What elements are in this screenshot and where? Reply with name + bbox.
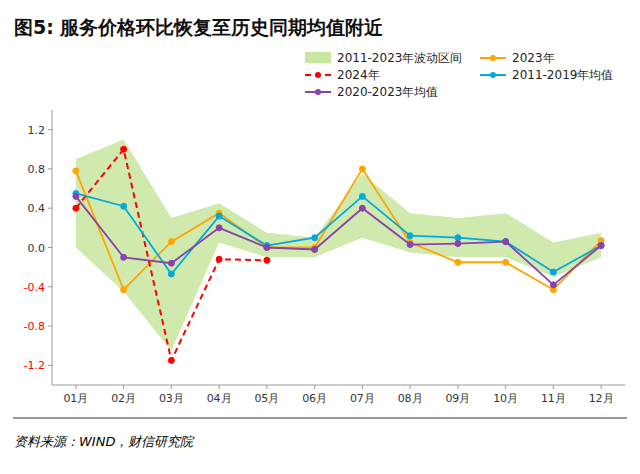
series-marker (359, 166, 365, 172)
series-marker (455, 235, 461, 241)
x-tick-label: 07月 (350, 392, 375, 405)
legend-marker (490, 55, 496, 61)
series-marker (73, 168, 79, 174)
x-tick (410, 385, 411, 389)
series-marker (264, 245, 270, 251)
series-marker (216, 225, 222, 231)
series-marker (550, 269, 556, 275)
series-marker (598, 243, 604, 249)
band-area (76, 139, 601, 350)
series-marker (407, 242, 413, 248)
series-marker (455, 241, 461, 247)
legend-label: 2024年 (337, 68, 380, 82)
series-marker (312, 246, 318, 252)
series-marker (168, 260, 174, 266)
y-tick-label: -0.4 (24, 281, 45, 294)
y-tick-label: -0.8 (24, 320, 45, 333)
series-marker (455, 259, 461, 265)
y-tick-label: 0.4 (28, 202, 46, 215)
x-tick-label: 11月 (541, 392, 566, 405)
series-marker (121, 254, 127, 260)
series-marker (73, 205, 79, 211)
x-tick-label: 12月 (589, 392, 614, 405)
x-tick-label: 10月 (493, 392, 518, 405)
series-marker (168, 271, 174, 277)
plot-area (73, 139, 604, 363)
series-marker (121, 203, 127, 209)
legend-label: 2011-2023年波动区间 (337, 51, 462, 65)
series-marker (121, 146, 127, 152)
series-marker (121, 287, 127, 293)
x-tick (123, 385, 124, 389)
series-marker (550, 282, 556, 288)
legend: 2011-2023年波动区间 2023年 2024年 2011-2019年均值 2020… (305, 51, 613, 99)
x-tick (314, 385, 315, 389)
series-marker (503, 259, 509, 265)
series-marker (216, 213, 222, 219)
x-tick (457, 385, 458, 389)
axes: -1.2 -0.8 -0.4 0.0 0.4 0.8 1.2 01月 02月 03月 04月 05月 0… (24, 110, 625, 405)
series-marker (216, 256, 222, 262)
chart: 图5: 服务价格环比恢复至历史同期均值附近 -1.2 -0.8 -0.4 0.0 0.4 0… (0, 0, 640, 474)
series-line (76, 169, 601, 290)
x-tick (219, 385, 220, 389)
y-tick (48, 168, 52, 169)
legend-marker (315, 72, 321, 78)
legend-marker (315, 89, 321, 95)
x-tick-label: 09月 (445, 392, 470, 405)
y-tick (48, 365, 52, 366)
x-tick (266, 385, 267, 389)
x-tick (505, 385, 506, 389)
x-tick-label: 08月 (398, 392, 423, 405)
y-tick-label: 0.8 (28, 163, 46, 176)
series-marker (168, 239, 174, 245)
x-tick-label: 01月 (63, 392, 88, 405)
series-marker (598, 243, 604, 249)
x-tick-label: 04月 (207, 392, 232, 405)
y-tick (48, 286, 52, 287)
series-marker (312, 235, 318, 241)
series-marker (503, 239, 509, 245)
y-tick-label: 1.2 (28, 124, 46, 137)
x-tick (553, 385, 554, 389)
y-tick-label: -1.2 (24, 359, 45, 372)
footnote: 资料来源：WIND，财信研究院 (14, 434, 195, 449)
x-tick (601, 385, 602, 389)
legend-marker (490, 72, 496, 78)
y-tick (48, 326, 52, 327)
x-tick (362, 385, 363, 389)
y-tick-label: 0.0 (28, 242, 46, 255)
series-marker (73, 193, 79, 199)
series-line (76, 149, 267, 360)
y-tick (48, 208, 52, 209)
x-tick-label: 03月 (159, 392, 184, 405)
x-axis-line (52, 385, 625, 386)
title: 图5: 服务价格环比恢复至历史同期均值附近 (14, 16, 384, 38)
series-marker (503, 239, 509, 245)
y-tick (48, 247, 52, 248)
y-tick (48, 129, 52, 130)
legend-label: 2020-2023年均值 (337, 85, 438, 99)
series-marker (168, 357, 174, 363)
series-marker (359, 205, 365, 211)
x-tick-label: 06月 (302, 392, 327, 405)
x-tick-label: 05月 (254, 392, 279, 405)
series-line (76, 196, 601, 284)
legend-swatch (305, 52, 331, 63)
series-marker (264, 257, 270, 263)
x-tick-label: 02月 (111, 392, 136, 405)
footnote-rule (13, 418, 627, 419)
x-tick (171, 385, 172, 389)
series-marker (407, 233, 413, 239)
legend-label: 2023年 (512, 51, 555, 65)
series-marker (264, 245, 270, 251)
legend-label: 2011-2019年均值 (512, 68, 613, 82)
series-marker (359, 193, 365, 199)
x-tick (75, 385, 76, 389)
